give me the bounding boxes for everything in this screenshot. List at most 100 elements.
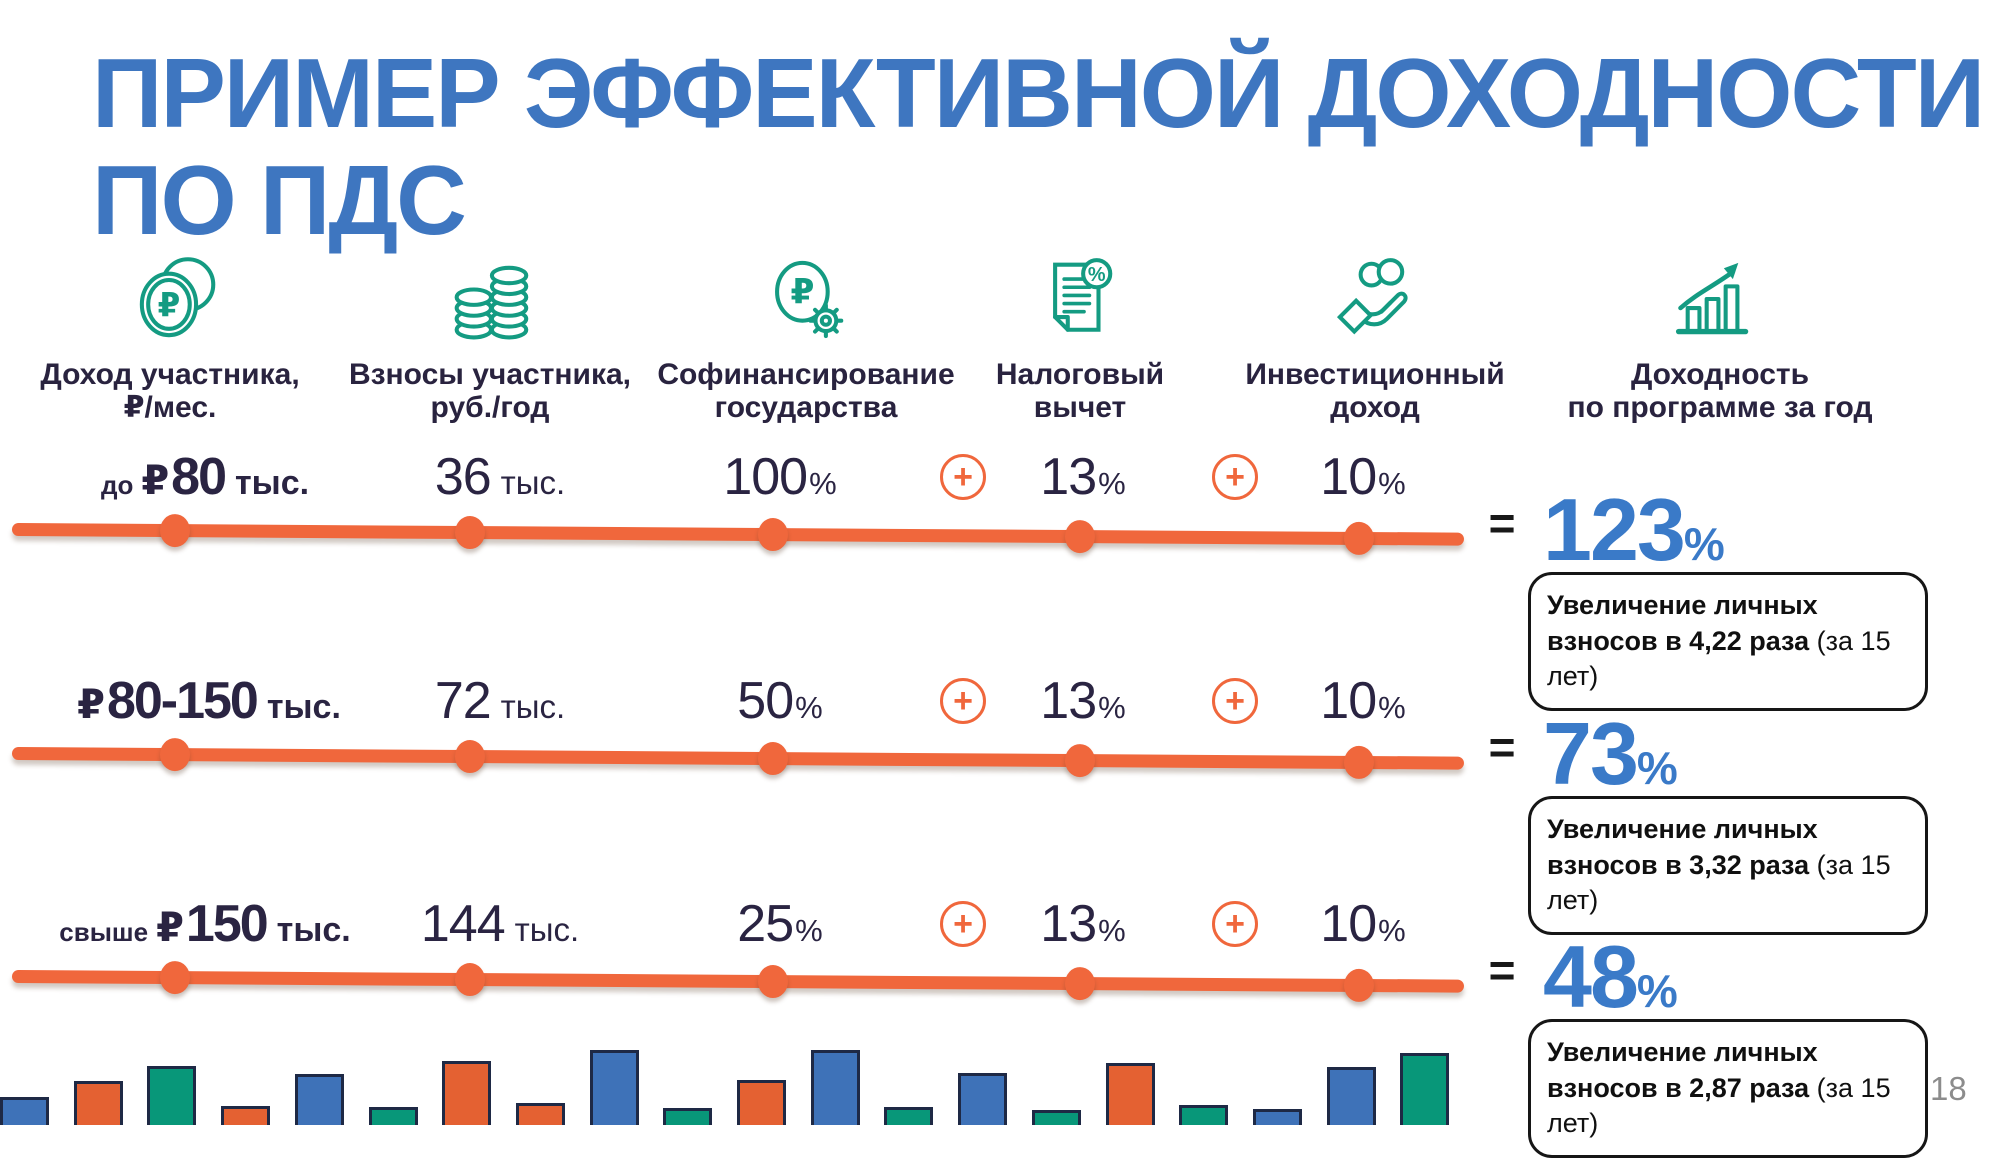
income-prefix: до <box>100 470 134 500</box>
page-title-line1: ПРИМЕР ЭФФЕКТИВНОЙ ДОХОДНОСТИ <box>92 38 1985 148</box>
plus-icon: + <box>940 454 986 500</box>
slide: ПРИМЕР ЭФФЕКТИВНОЙ ДОХОДНОСТИ ПО ПДС ₽ <box>0 38 2000 1158</box>
contribution-value: 72 тыс. <box>434 672 566 730</box>
data-row-income-up-to-80: до ₽80 тыс. 36 тыс. 100% + 13% + 10% = 123%… <box>0 448 2000 711</box>
line-node-dot <box>757 517 789 552</box>
decorative-bar <box>958 1073 1007 1125</box>
svg-text:%: % <box>1088 264 1106 286</box>
total-yield-value: 48% <box>1543 927 1678 1026</box>
column-header-contributions: Взносы участника, руб./год <box>348 358 632 424</box>
line-node-dot <box>1064 519 1096 554</box>
decorative-bar <box>884 1107 933 1125</box>
ruble-gear-icon: ₽ <box>759 252 853 346</box>
investment-income-value: 10% <box>1320 895 1406 953</box>
cofinancing-value: 50% <box>737 672 823 730</box>
column-header-investment-income: Инвестиционный доход <box>1245 358 1505 424</box>
plus-icon: + <box>940 678 986 724</box>
connector-line <box>11 737 1465 780</box>
income-unit: тыс. <box>235 464 310 502</box>
line-node-dot <box>454 515 486 550</box>
line-node-dot <box>757 964 789 999</box>
cofinancing-value: 25% <box>737 895 823 953</box>
decorative-bar <box>1106 1063 1155 1125</box>
line-node-dot <box>757 741 789 776</box>
line-node-dot <box>454 739 486 774</box>
decorative-bar <box>74 1081 123 1125</box>
decorative-bar <box>0 1097 49 1125</box>
column-header-income: Доход участника, ₽/мес. <box>40 358 300 424</box>
page-title: ПРИМЕР ЭФФЕКТИВНОЙ ДОХОДНОСТИ ПО ПДС <box>92 38 1985 254</box>
contribution-value: 144 тыс. <box>420 895 580 953</box>
income-unit: тыс. <box>266 688 341 726</box>
document-percent-icon: % <box>1028 252 1122 346</box>
income-amount: 150 <box>185 895 269 953</box>
decorative-bar <box>737 1080 786 1125</box>
note-box: Увеличение личных взносов в 4,22 раза (з… <box>1528 572 1928 711</box>
equals-sign: = <box>1488 944 1516 996</box>
income-range: ₽80-150 тыс. <box>25 672 385 743</box>
ruble-coins-icon: ₽ <box>131 252 225 346</box>
decorative-bar <box>369 1107 418 1125</box>
total-yield-value: 123% <box>1543 480 1725 579</box>
plus-icon: + <box>1212 454 1258 500</box>
svg-text:₽: ₽ <box>158 287 181 323</box>
line-node-dot <box>159 960 191 995</box>
page-number: 18 <box>1930 1070 1967 1107</box>
plus-icon: + <box>1212 678 1258 724</box>
cofinancing-value: 100% <box>723 448 837 506</box>
income-range: до ₽80 тыс. <box>25 448 385 519</box>
income-range: свыше ₽150 тыс. <box>25 895 385 966</box>
ruble-sign: ₽ <box>141 459 170 503</box>
coin-stacks-icon <box>444 252 538 346</box>
ruble-sign: ₽ <box>77 683 105 727</box>
decorative-bar <box>1179 1105 1228 1125</box>
line-node-dot <box>1343 968 1375 1003</box>
contribution-value: 36 тыс. <box>434 448 566 506</box>
investment-income-value: 10% <box>1320 448 1406 506</box>
decorative-bar <box>1253 1109 1302 1125</box>
line-node-dot <box>159 513 191 548</box>
plus-icon: + <box>1212 901 1258 947</box>
income-amount: 80 <box>171 448 227 506</box>
line-node-dot <box>1064 966 1096 1001</box>
decorative-bar <box>1032 1110 1081 1125</box>
decorative-bar <box>442 1061 491 1125</box>
line-node-dot <box>1064 743 1096 778</box>
column-header-cofinancing: Софинансирование государства <box>657 358 955 424</box>
decorative-bar <box>1327 1067 1376 1125</box>
tax-deduction-value: 13% <box>1040 895 1126 953</box>
income-prefix: свыше <box>59 917 149 947</box>
tax-deduction-value: 13% <box>1040 448 1126 506</box>
equals-sign: = <box>1488 497 1516 549</box>
total-yield-value: 73% <box>1543 704 1678 803</box>
income-amount: 80-150 <box>106 672 259 730</box>
ruble-sign: ₽ <box>156 906 184 950</box>
line-node-dot <box>159 737 191 772</box>
note-box: Увеличение личных взносов в 3,32 раза (з… <box>1528 796 1928 935</box>
decorative-bar-chart <box>0 1030 1470 1125</box>
plus-icon: + <box>940 901 986 947</box>
note-box: Увеличение личных взносов в 2,87 раза (з… <box>1528 1019 1928 1158</box>
decorative-bar <box>295 1074 344 1125</box>
hand-coins-icon <box>1329 252 1423 346</box>
line-node-dot <box>1343 521 1375 556</box>
decorative-bar <box>811 1050 860 1125</box>
decorative-bar <box>147 1066 196 1125</box>
connector-line <box>11 513 1465 556</box>
column-header-tax-deduction: Налоговый вычет <box>995 358 1165 424</box>
connector-line <box>11 960 1465 1003</box>
decorative-bar <box>516 1103 565 1125</box>
income-unit: тыс. <box>276 911 351 949</box>
decorative-bar <box>221 1106 270 1125</box>
column-header-program-yield: Доходность по программе за год <box>1567 358 1873 424</box>
investment-income-value: 10% <box>1320 672 1406 730</box>
tax-deduction-value: 13% <box>1040 672 1126 730</box>
line-node-dot <box>454 962 486 997</box>
decorative-bar <box>663 1108 712 1125</box>
svg-text:₽: ₽ <box>790 274 814 312</box>
equals-sign: = <box>1488 721 1516 773</box>
data-row-income-80-150: ₽80-150 тыс. 72 тыс. 50% + 13% + 10% = 73%… <box>0 672 2000 935</box>
decorative-bar <box>590 1050 639 1125</box>
line-node-dot <box>1343 745 1375 780</box>
decorative-bar <box>1400 1053 1449 1125</box>
